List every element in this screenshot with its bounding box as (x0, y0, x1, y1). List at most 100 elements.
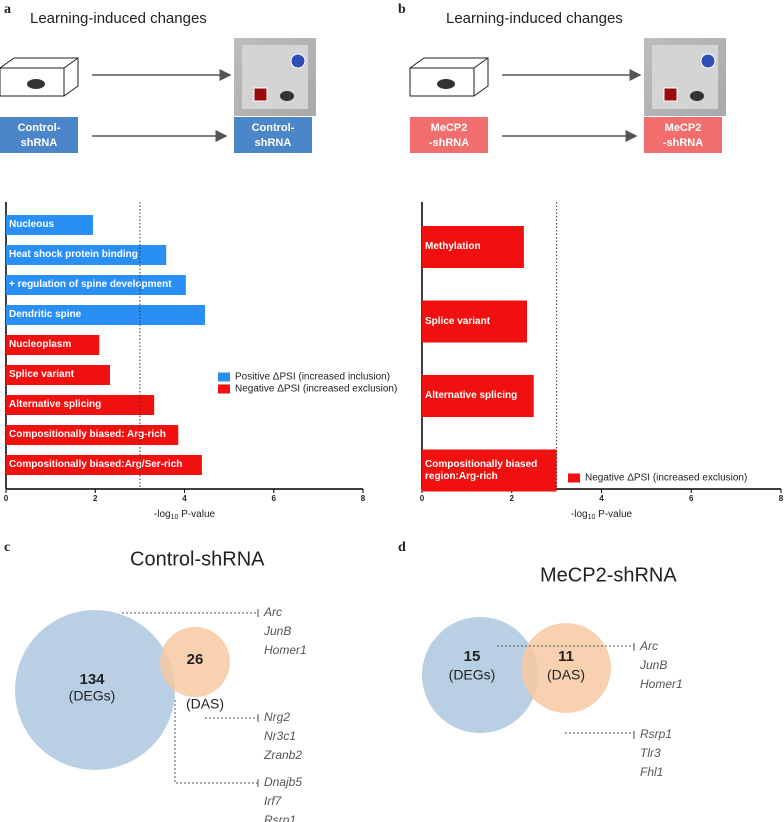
box-label: Control- (18, 122, 61, 134)
bar-label-box: Compositionally biased:Arg/Ser-rich (9, 459, 182, 470)
box-label: -shRNA (429, 137, 469, 149)
gene-name: Arc (263, 605, 282, 619)
bar-label-box: Compositionally biased region:Arg-rich (425, 458, 538, 482)
bar-label: Nucleoplasm (9, 339, 72, 350)
venn-circle (15, 610, 175, 770)
legend-label: Negative ΔPSI (increased exclusion) (585, 473, 747, 484)
set-count: 134 (79, 671, 105, 688)
cage (409, 57, 489, 97)
legend-label: Positive ΔPSI (increased inclusion) (235, 372, 390, 383)
gene-name: Arc (639, 639, 658, 653)
mouse (27, 79, 45, 89)
bar (6, 365, 110, 385)
gene-name: Tlr3 (640, 746, 661, 760)
x-label-suffix: P-value (178, 509, 215, 520)
bar (6, 215, 94, 235)
gene-name: Dnajb5 (264, 775, 302, 789)
set-name: (DEGs) (69, 688, 116, 704)
bar (6, 245, 167, 265)
gene-name: Fhl1 (640, 765, 663, 779)
x-label-suffix: P-value (595, 509, 632, 520)
bar-label-box: Splice variant (425, 315, 491, 327)
object-square (663, 87, 678, 102)
venn-title: MeCP2-shRNA (540, 564, 677, 586)
panel-label: c (4, 540, 10, 555)
gene-name: Homer1 (640, 677, 683, 691)
bar (6, 395, 155, 415)
bar (6, 335, 100, 355)
panel-label: a (4, 2, 11, 17)
set-name: (DAS) (186, 696, 224, 712)
x-axis-label: -log10 P-value (154, 509, 216, 521)
venn-title: Control-shRNA (130, 548, 265, 570)
box-label: Control- (252, 122, 295, 134)
box-label: MeCP2 (665, 122, 702, 134)
bar (422, 375, 534, 417)
legend-swatch (218, 384, 230, 394)
schematic-a: a Learning-induced changes Control- shRN… (0, 2, 316, 153)
x-label-prefix: -log (154, 509, 171, 520)
x-tick-label: 0 (420, 494, 425, 503)
x-tick-label: 6 (689, 494, 694, 503)
x-label-subscript: 10 (588, 514, 596, 521)
box-label: MeCP2 (431, 122, 468, 134)
bar-label-box: Alternative splicing (425, 390, 517, 401)
x-label-subscript: 10 (171, 514, 179, 521)
mouse (690, 91, 704, 101)
bar-label-box: Methylation (425, 241, 481, 252)
bar-label-box: Nucleoplasm (9, 339, 72, 350)
bar-label: Methylation (425, 241, 481, 252)
bar-label: Dendritic spine (9, 309, 82, 320)
label-box (644, 117, 722, 153)
cage-edge (410, 57, 489, 96)
x-tick-label: 4 (599, 494, 604, 503)
gene-name: Nr3c1 (264, 729, 296, 743)
bar-label-box: Splice variant (9, 369, 74, 380)
venn-circle (160, 627, 230, 697)
bar (422, 226, 524, 268)
schematic-b: b Learning-induced changes MeCP2 -shRNA … (398, 2, 726, 153)
bar-label-box: Heat shock protein binding (9, 249, 138, 260)
bar (422, 449, 557, 492)
bar-label-box: + regulation of spine development (9, 279, 172, 290)
box-label: shRNA (255, 137, 292, 149)
bar-label: Alternative splicing (9, 399, 102, 410)
bar-label: Nucleous (9, 219, 55, 230)
set-name: (DAS) (547, 667, 585, 683)
label-box (234, 117, 312, 153)
venn-circle (521, 623, 611, 713)
set-count: 11 (558, 648, 574, 665)
legend-label: Negative ΔPSI (increased exclusion) (235, 384, 397, 395)
box-label: -shRNA (663, 137, 703, 149)
bar (6, 275, 186, 295)
gene-name: JunB (263, 624, 291, 638)
bar-label: Splice variant (425, 315, 491, 327)
gene-name: Zranb2 (263, 748, 302, 762)
bar (6, 425, 179, 445)
gene-name: JunB (639, 658, 667, 672)
mouse (280, 91, 294, 101)
gene-name: Homer1 (264, 643, 307, 657)
object-circle (290, 53, 306, 69)
bar-label: Compositionally biased: Arg-rich (9, 429, 166, 440)
x-tick-label: 8 (779, 494, 784, 503)
x-tick-label: 2 (93, 494, 98, 503)
bar-label-box: Compositionally biased: Arg-rich (9, 429, 166, 440)
cage (0, 57, 79, 97)
x-tick-label: 4 (182, 494, 187, 503)
bar (422, 300, 528, 343)
bar-label: Heat shock protein binding (9, 249, 138, 260)
panel-label: d (398, 540, 406, 555)
object-square (253, 87, 268, 102)
set-count: 15 (464, 648, 481, 665)
label-box (0, 117, 78, 153)
bar-label: Compositionally biased region:Arg-rich (425, 458, 538, 482)
gene-name: Nrg2 (264, 710, 290, 724)
panel-title: Learning-induced changes (446, 10, 623, 27)
x-label-prefix: -log (571, 509, 588, 520)
gene-name: Rsrp1 (264, 813, 296, 822)
set-count: 26 (187, 651, 204, 668)
x-axis-label: -log10 P-value (571, 509, 633, 521)
box-label: shRNA (21, 137, 58, 149)
